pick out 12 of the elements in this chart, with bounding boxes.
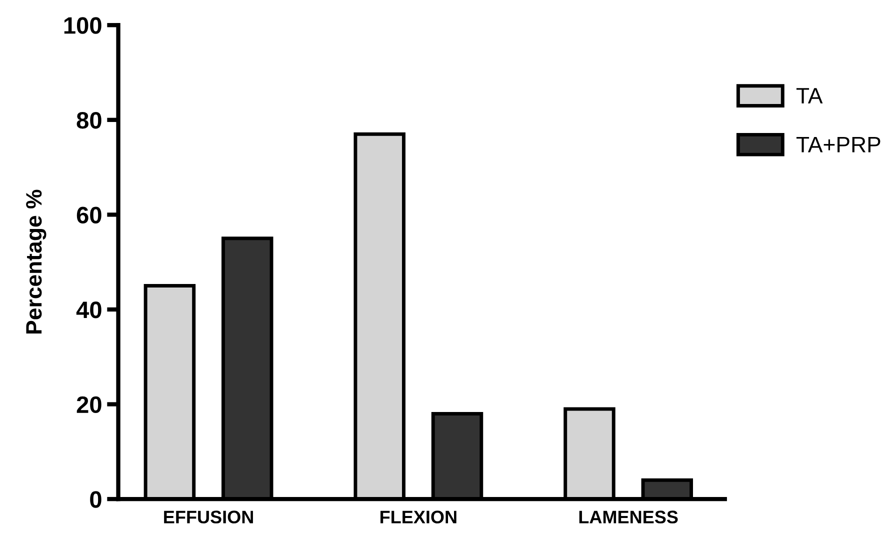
y-tick-label: 60 — [76, 206, 102, 224]
x-tick-label: LAMENESS — [579, 510, 678, 524]
y-tick-label: 20 — [76, 396, 102, 414]
y-tick-label: 100 — [64, 17, 102, 34]
x-tick-label: EFFUSION — [164, 510, 253, 524]
y-tick-label: 40 — [76, 302, 102, 318]
y-tick-label: 0 — [90, 491, 102, 508]
y-axis-title: Percentage % — [26, 190, 46, 334]
y-tick-label: 80 — [76, 112, 102, 129]
legend-label: TA+PRP — [796, 136, 880, 152]
x-tick-label: FLEXION — [380, 510, 456, 524]
legend-label: TA — [796, 88, 823, 104]
